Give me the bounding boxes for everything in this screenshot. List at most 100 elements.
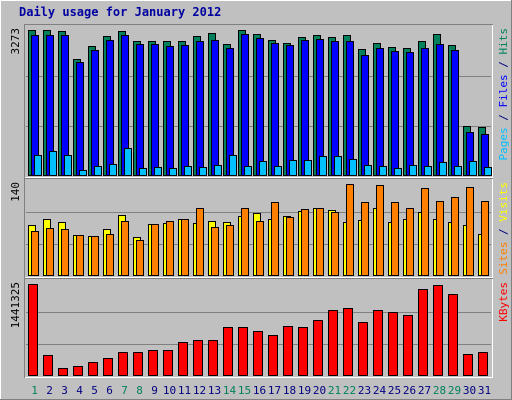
day-label: 8 bbox=[136, 384, 143, 397]
sites-bar bbox=[136, 240, 144, 276]
kbytes-bar bbox=[118, 352, 128, 376]
sites-bar bbox=[301, 209, 309, 276]
day-label: 14 bbox=[223, 384, 237, 397]
files-bar bbox=[331, 41, 339, 176]
kbytes-bar bbox=[448, 294, 458, 376]
sites-bar bbox=[241, 208, 249, 276]
day-label: 26 bbox=[403, 384, 416, 397]
day-label: 12 bbox=[193, 384, 206, 397]
pages-bar bbox=[139, 168, 147, 176]
sites-bar bbox=[421, 188, 429, 276]
legend-item: / bbox=[497, 222, 510, 242]
sites-bar bbox=[256, 221, 264, 276]
pages-bar bbox=[244, 166, 252, 176]
sites-bar bbox=[166, 221, 174, 276]
sites-bar bbox=[316, 208, 324, 276]
pages-bar bbox=[109, 164, 117, 176]
kbytes-bar bbox=[103, 358, 113, 376]
sites-bar bbox=[106, 234, 114, 276]
sites-bar bbox=[466, 187, 474, 276]
series-pages bbox=[34, 148, 492, 176]
pages-bar bbox=[34, 155, 42, 176]
kbytes-bar bbox=[253, 331, 263, 376]
files-bar bbox=[286, 45, 294, 176]
legend-item: Sites bbox=[497, 242, 510, 275]
day-label: 19 bbox=[298, 384, 311, 397]
pages-bar bbox=[484, 167, 492, 176]
pages-bar bbox=[409, 165, 417, 176]
pages-bar bbox=[289, 160, 297, 176]
files-bar bbox=[91, 50, 99, 176]
pages-bar bbox=[154, 167, 162, 176]
files-bar bbox=[181, 45, 189, 176]
kbytes-bar bbox=[163, 350, 173, 376]
pages-bar bbox=[274, 166, 282, 176]
files-bar bbox=[391, 51, 399, 176]
series-kbytes bbox=[28, 284, 488, 376]
pages-bar bbox=[454, 166, 462, 176]
files-bar bbox=[76, 62, 84, 176]
day-label: 29 bbox=[448, 384, 461, 397]
files-bar bbox=[406, 52, 414, 176]
sites-bar bbox=[91, 236, 99, 276]
day-label: 4 bbox=[76, 384, 83, 397]
kbytes-bar bbox=[298, 327, 308, 376]
day-label: 21 bbox=[328, 384, 341, 397]
legend: Sites / Visits bbox=[497, 182, 510, 275]
kbytes-bar bbox=[193, 340, 203, 376]
panel-3: 1441325 KBytes bbox=[9, 278, 510, 378]
sites-bar bbox=[481, 201, 489, 276]
files-bar bbox=[271, 43, 279, 176]
day-label: 31 bbox=[478, 384, 491, 397]
kbytes-bar bbox=[313, 320, 323, 376]
files-bar bbox=[256, 38, 264, 176]
files-bar bbox=[211, 40, 219, 176]
pages-bar bbox=[229, 155, 237, 176]
sites-bar bbox=[406, 208, 414, 276]
pages-bar bbox=[364, 165, 372, 176]
y-max-label: 140 bbox=[9, 182, 22, 202]
sites-bar bbox=[151, 224, 159, 276]
sites-bar bbox=[121, 221, 129, 276]
sites-bar bbox=[286, 217, 294, 276]
sites-bar bbox=[46, 228, 54, 276]
files-bar bbox=[346, 41, 354, 176]
day-label: 7 bbox=[121, 384, 128, 397]
pages-bar bbox=[469, 161, 477, 176]
kbytes-bar bbox=[178, 342, 188, 376]
kbytes-bar bbox=[463, 354, 473, 376]
kbytes-bar bbox=[148, 350, 158, 376]
files-bar bbox=[106, 40, 114, 176]
sites-bar bbox=[181, 219, 189, 276]
day-label: 24 bbox=[373, 384, 387, 397]
pages-bar bbox=[259, 161, 267, 176]
day-label: 6 bbox=[106, 384, 113, 397]
files-bar bbox=[31, 35, 39, 176]
day-label: 27 bbox=[418, 384, 431, 397]
pages-bar bbox=[199, 167, 207, 176]
files-bar bbox=[421, 48, 429, 176]
kbytes-bar bbox=[433, 285, 443, 376]
kbytes-bar bbox=[88, 362, 98, 376]
kbytes-bar bbox=[58, 368, 68, 376]
legend: KBytes bbox=[497, 282, 510, 322]
chart-title: Daily usage for January 2012 bbox=[19, 5, 221, 19]
sites-bar bbox=[271, 202, 279, 276]
sites-bar bbox=[226, 225, 234, 276]
sites-bar bbox=[31, 231, 39, 276]
legend-item: KBytes bbox=[497, 282, 510, 322]
kbytes-bar bbox=[73, 366, 83, 376]
legend-item: Pages bbox=[497, 127, 510, 160]
sites-bar bbox=[76, 235, 84, 276]
day-label: 17 bbox=[268, 384, 281, 397]
kbytes-bar bbox=[388, 312, 398, 376]
pages-bar bbox=[94, 166, 102, 176]
sites-bar bbox=[376, 185, 384, 276]
pages-bar bbox=[124, 148, 132, 176]
legend-item: Visits bbox=[497, 182, 510, 222]
sites-bar bbox=[436, 201, 444, 276]
sites-bar bbox=[61, 229, 69, 276]
files-bar bbox=[301, 40, 309, 176]
panel-1: 3273 Pages / Files / Hits bbox=[9, 24, 510, 178]
kbytes-bar bbox=[418, 289, 428, 376]
